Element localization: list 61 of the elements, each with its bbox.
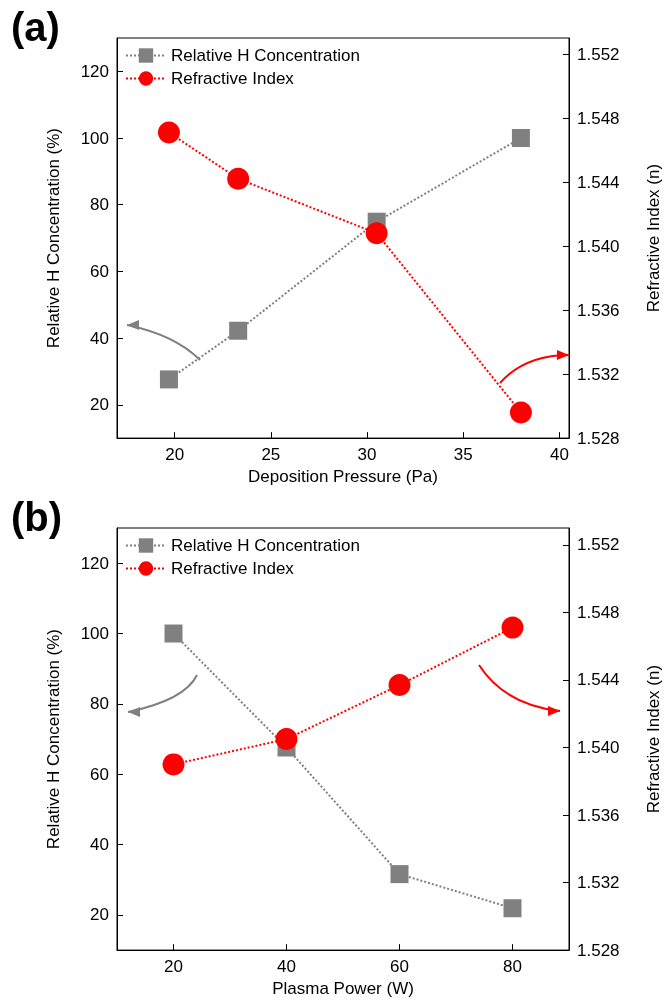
point bbox=[365, 222, 388, 245]
y2-tick-label: 1.548 bbox=[577, 108, 620, 128]
y-tick-label: 40 bbox=[90, 328, 109, 348]
point bbox=[503, 899, 522, 918]
y-tick-label: 20 bbox=[90, 905, 109, 925]
y2-axis-title: Refractive Index (n) bbox=[644, 664, 663, 814]
y2-tick-label: 1.544 bbox=[577, 172, 620, 192]
y-tick-label: 60 bbox=[90, 261, 109, 281]
y-tick-label: 100 bbox=[80, 128, 109, 148]
y2-tick-label: 1.540 bbox=[577, 236, 620, 256]
x-tick-label: 60 bbox=[390, 957, 409, 977]
y2-tick-label: 1.532 bbox=[577, 873, 620, 893]
point bbox=[229, 321, 248, 340]
point bbox=[511, 129, 530, 148]
point bbox=[159, 370, 178, 389]
y-tick-label: 120 bbox=[80, 553, 109, 573]
y2-tick-label: 1.544 bbox=[577, 670, 620, 690]
y-tick-label: 80 bbox=[90, 195, 109, 215]
point bbox=[275, 728, 298, 751]
y-tick-label: 80 bbox=[90, 694, 109, 714]
point bbox=[157, 121, 180, 144]
y2-tick-label: 1.536 bbox=[577, 805, 620, 825]
legend-label: Refractive Index bbox=[171, 559, 295, 578]
x-tick-label: 30 bbox=[357, 445, 377, 465]
x-tick-label: 20 bbox=[165, 445, 185, 465]
y-tick-label: 100 bbox=[80, 624, 109, 644]
y2-tick-label: 1.552 bbox=[577, 535, 620, 555]
point bbox=[388, 674, 411, 697]
y2-tick-label: 1.528 bbox=[577, 940, 620, 960]
x-tick-label: 25 bbox=[261, 445, 281, 465]
x-axis-title: Plasma Power (W) bbox=[272, 979, 414, 998]
x-tick-label: 40 bbox=[277, 957, 296, 977]
x-tick-label: 80 bbox=[503, 957, 522, 977]
legend-label: Refractive Index bbox=[171, 69, 295, 88]
x-tick-label: 35 bbox=[453, 445, 473, 465]
legend-label: Relative H Concentration bbox=[171, 536, 360, 555]
point bbox=[390, 865, 409, 884]
y-tick-label: 20 bbox=[90, 395, 109, 415]
x-tick-label: 40 bbox=[549, 445, 569, 465]
legend-label: Relative H Concentration bbox=[171, 46, 360, 65]
y-axis-title: Relative H Concentration (%) bbox=[44, 127, 63, 349]
point bbox=[509, 401, 532, 424]
chart-title: (b) bbox=[11, 495, 63, 539]
y-tick-label: 40 bbox=[90, 835, 109, 855]
point bbox=[164, 624, 183, 643]
y2-tick-label: 1.536 bbox=[577, 300, 620, 320]
point bbox=[227, 167, 250, 190]
point bbox=[501, 616, 524, 639]
y2-tick-label: 1.532 bbox=[577, 364, 620, 384]
x-axis-title: Deposition Pressure (Pa) bbox=[248, 467, 438, 486]
y2-tick-label: 1.528 bbox=[577, 428, 620, 448]
y2-axis-title: Refractive Index (n) bbox=[644, 163, 663, 313]
x-tick-label: 20 bbox=[164, 957, 183, 977]
y-tick-label: 60 bbox=[90, 764, 109, 784]
y2-tick-label: 1.552 bbox=[577, 44, 620, 64]
point bbox=[162, 753, 185, 776]
y2-tick-label: 1.540 bbox=[577, 737, 620, 757]
y-tick-label: 120 bbox=[80, 61, 109, 81]
y-axis-title: Relative H Concentration (%) bbox=[44, 628, 63, 850]
chart-title: (a) bbox=[11, 5, 60, 49]
y2-tick-label: 1.548 bbox=[577, 602, 620, 622]
